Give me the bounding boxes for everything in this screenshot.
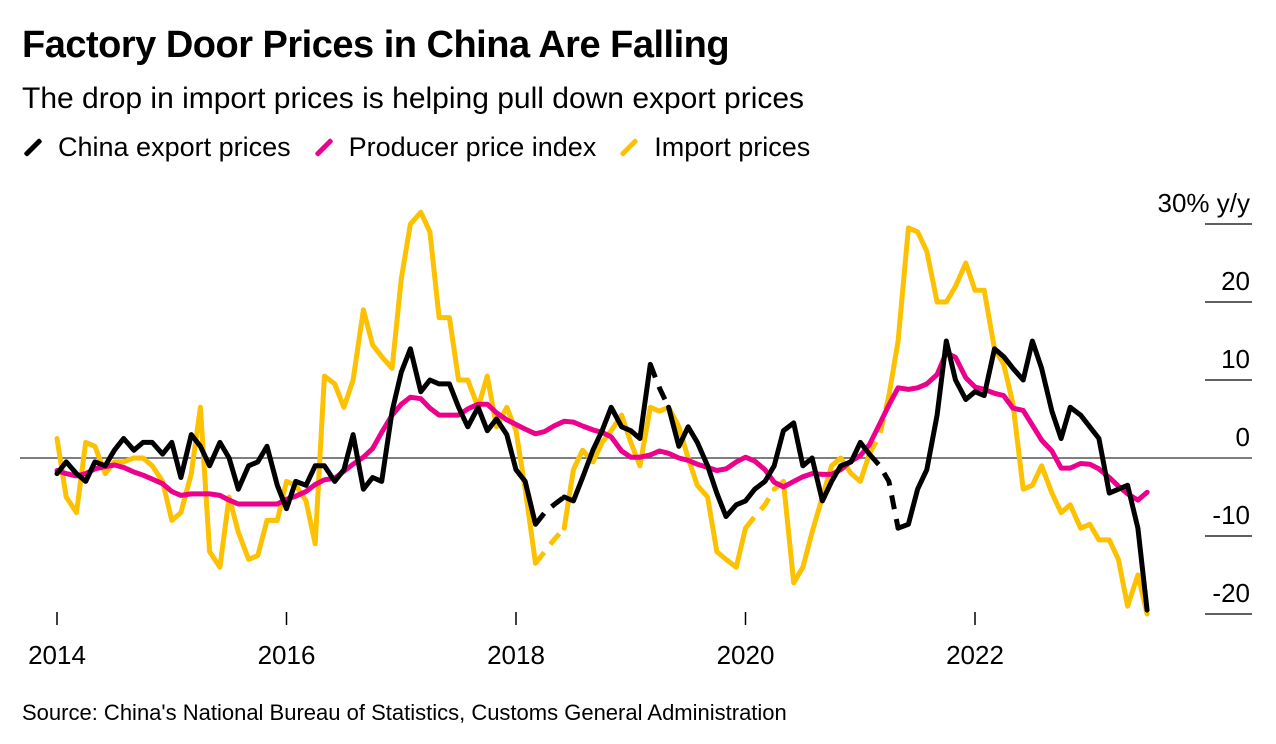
y-tick-label: 10 xyxy=(1221,344,1250,374)
y-tick-label: 20 xyxy=(1221,266,1250,296)
legend: China export prices Producer price index… xyxy=(22,132,832,163)
y-tick-label: 0 xyxy=(1236,422,1250,452)
series-import xyxy=(54,209,1150,617)
series-line-export xyxy=(561,361,653,504)
source-note: Source: China's National Bureau of Stati… xyxy=(22,700,787,725)
x-tick-label: 2018 xyxy=(487,640,545,670)
series-line-export-dashed xyxy=(533,495,566,526)
y-tick-label: 30% y/y xyxy=(1158,188,1251,218)
series-line-export-dashed xyxy=(647,363,671,409)
x-tick-label: 2014 xyxy=(28,640,86,670)
series-export xyxy=(54,338,1150,613)
legend-item-export: China export prices xyxy=(22,132,291,163)
chart-subtitle: The drop in import prices is helping pul… xyxy=(22,82,805,115)
chart-title: Factory Door Prices in China Are Falling xyxy=(22,24,730,66)
series-line-import xyxy=(886,225,1150,617)
legend-item-ppi: Producer price index xyxy=(313,132,597,163)
series-line-export xyxy=(895,338,1150,613)
series-line-export xyxy=(666,404,872,519)
y-axis: 30% y/y 20 10 0 -10 -20 xyxy=(20,188,1252,615)
series-line-import xyxy=(561,404,748,570)
x-tick-label: 2020 xyxy=(717,640,775,670)
series-line-import xyxy=(54,209,538,570)
series-line-export xyxy=(54,346,538,527)
x-tick-label: 2016 xyxy=(258,640,316,670)
y-tick-label: -10 xyxy=(1212,500,1250,530)
legend-item-import: Import prices xyxy=(618,132,810,163)
x-axis: 2014 2016 2018 2020 2022 xyxy=(28,612,1004,670)
x-tick-label: 2022 xyxy=(946,640,1004,670)
line-chart: 30% y/y 20 10 0 -10 -20 2014 2016 2018 2020 2022 xyxy=(20,188,1252,670)
series-line-export-dashed xyxy=(867,452,901,529)
legend-label-export: China export prices xyxy=(58,132,291,162)
series-layer xyxy=(54,209,1150,617)
series-line-import-dashed xyxy=(533,526,567,565)
y-tick-label: -20 xyxy=(1212,578,1250,608)
series-line-import-dashed xyxy=(743,487,777,530)
legend-label-ppi: Producer price index xyxy=(348,132,597,162)
legend-label-import: Import prices xyxy=(654,132,811,162)
